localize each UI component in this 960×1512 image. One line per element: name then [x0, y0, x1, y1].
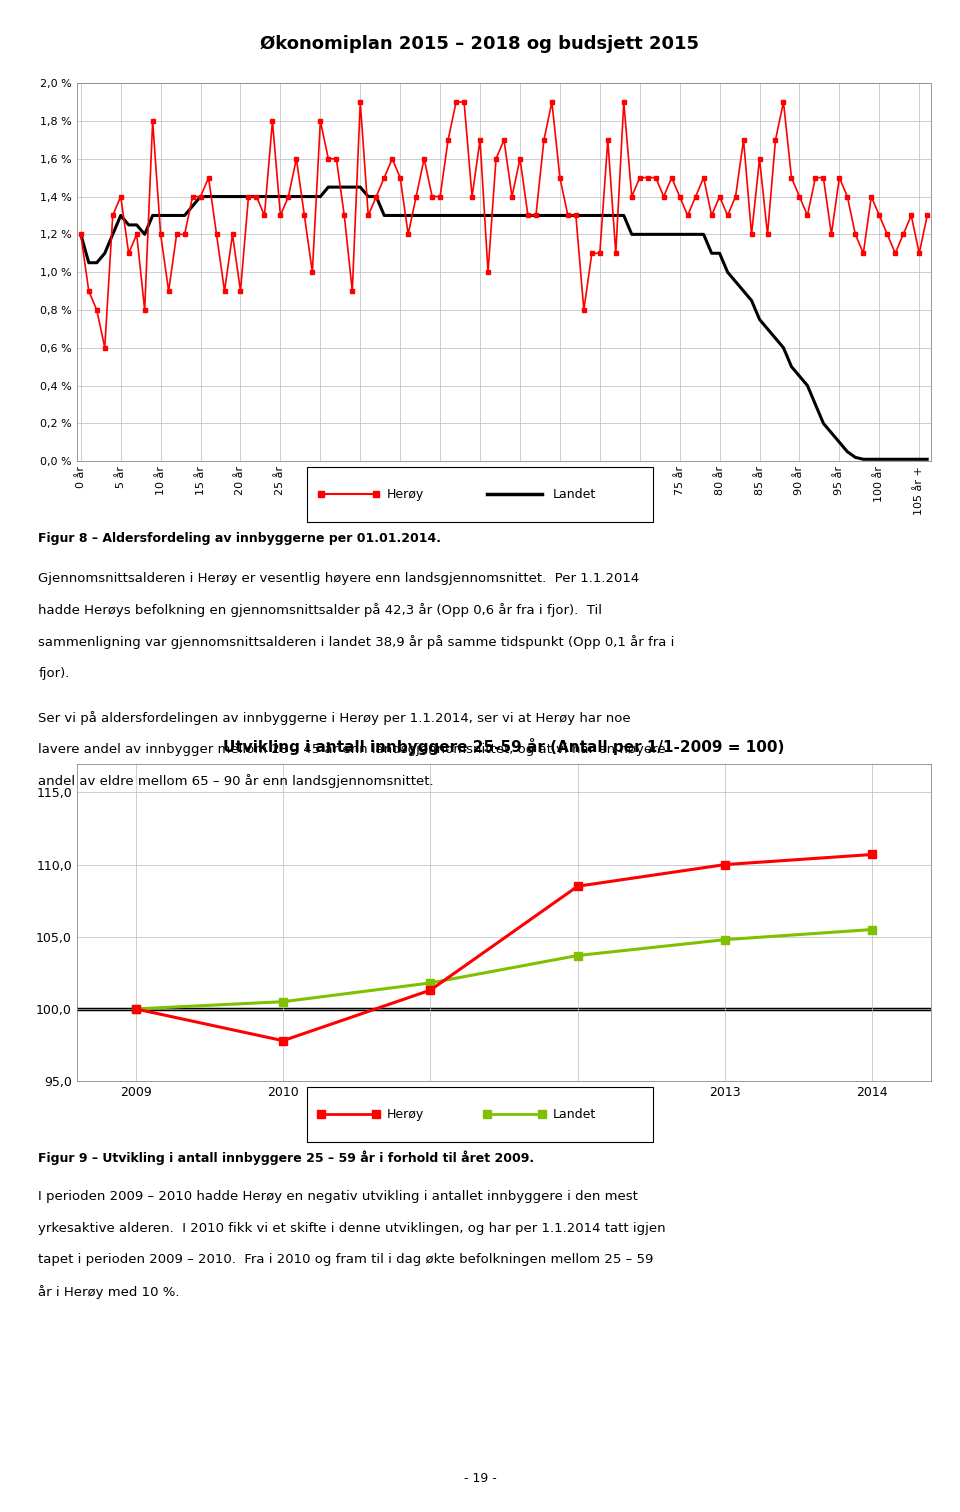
Text: Ser vi på aldersfordelingen av innbyggerne i Herøy per 1.1.2014, ser vi at Herøy: Ser vi på aldersfordelingen av innbygger…	[38, 711, 631, 724]
Text: Herøy: Herøy	[387, 488, 424, 500]
Text: sammenligning var gjennomsnittsalderen i landet 38,9 år på samme tidspunkt (Opp : sammenligning var gjennomsnittsalderen i…	[38, 635, 675, 649]
Text: - 19 -: - 19 -	[464, 1471, 496, 1485]
Text: lavere andel av innbygger mellom 28 – 45 år enn landsgjennomsnittet, og at vi ha: lavere andel av innbygger mellom 28 – 45…	[38, 742, 666, 756]
Text: Figur 8 – Aldersfordeling av innbyggerne per 01.01.2014.: Figur 8 – Aldersfordeling av innbyggerne…	[38, 532, 442, 546]
Text: Figur 9 – Utvikling i antall innbyggere 25 – 59 år i forhold til året 2009.: Figur 9 – Utvikling i antall innbyggere …	[38, 1151, 535, 1166]
Text: Landet: Landet	[553, 488, 596, 500]
Text: hadde Herøys befolkning en gjennomsnittsalder på 42,3 år (Opp 0,6 år fra i fjor): hadde Herøys befolkning en gjennomsnitts…	[38, 603, 603, 617]
Text: yrkesaktive alderen.  I 2010 fikk vi et skifte i denne utviklingen, og har per 1: yrkesaktive alderen. I 2010 fikk vi et s…	[38, 1222, 666, 1235]
Text: Herøy: Herøy	[387, 1108, 424, 1120]
Text: andel av eldre mellom 65 – 90 år enn landsgjennomsnittet.: andel av eldre mellom 65 – 90 år enn lan…	[38, 774, 434, 788]
Text: Landet: Landet	[553, 1108, 596, 1120]
Text: år i Herøy med 10 %.: år i Herøy med 10 %.	[38, 1285, 180, 1299]
Text: I perioden 2009 – 2010 hadde Herøy en negativ utvikling i antallet innbyggere i : I perioden 2009 – 2010 hadde Herøy en ne…	[38, 1190, 638, 1204]
Text: fjor).: fjor).	[38, 667, 70, 680]
Text: Økonomiplan 2015 – 2018 og budsjett 2015: Økonomiplan 2015 – 2018 og budsjett 2015	[260, 35, 700, 53]
Title: Utvikling i antall innbyggere 25-59 år (Antall per 1/1-2009 = 100): Utvikling i antall innbyggere 25-59 år (…	[224, 738, 784, 756]
Text: Gjennomsnittsalderen i Herøy er vesentlig høyere enn landsgjennomsnittet.  Per 1: Gjennomsnittsalderen i Herøy er vesentli…	[38, 572, 639, 585]
Text: tapet i perioden 2009 – 2010.  Fra i 2010 og fram til i dag økte befolkningen me: tapet i perioden 2009 – 2010. Fra i 2010…	[38, 1253, 654, 1267]
